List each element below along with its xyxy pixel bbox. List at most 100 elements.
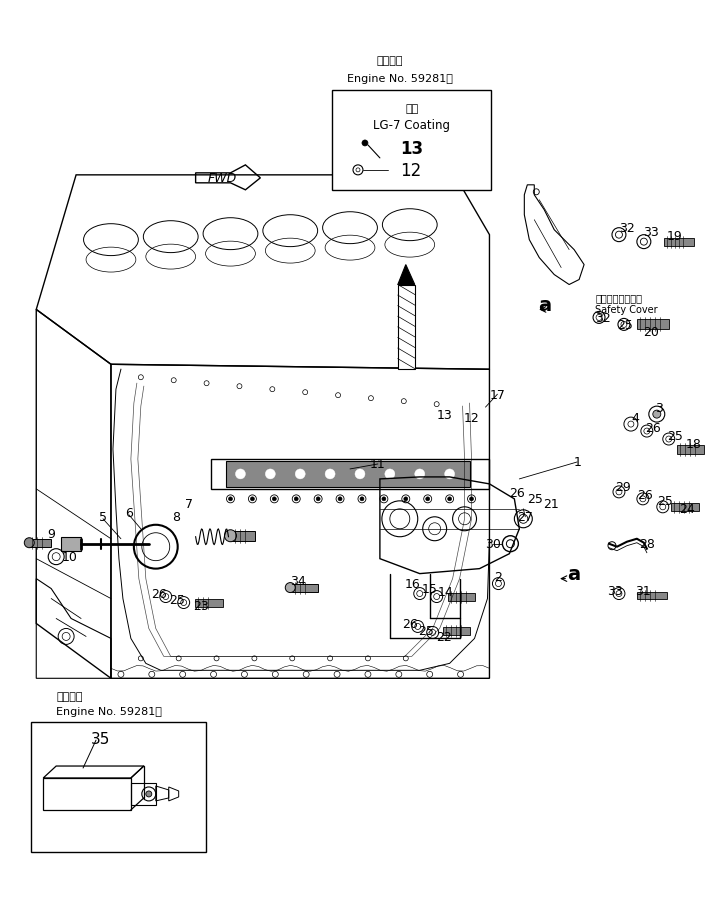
Bar: [31, 723, 206, 851]
Text: 3: 3: [655, 401, 662, 414]
Text: 4: 4: [631, 411, 639, 424]
Circle shape: [325, 469, 335, 479]
Text: 25: 25: [657, 495, 672, 508]
Text: 12: 12: [464, 411, 479, 424]
Polygon shape: [671, 503, 699, 511]
Circle shape: [426, 497, 430, 502]
Text: 25: 25: [169, 594, 185, 606]
Text: Safety Cover: Safety Cover: [595, 305, 658, 315]
Text: 18: 18: [686, 437, 701, 450]
Text: 25: 25: [617, 318, 633, 332]
Text: 26: 26: [151, 587, 167, 601]
Text: 適用号機: 適用号機: [56, 692, 83, 702]
Circle shape: [404, 497, 408, 502]
Circle shape: [285, 583, 296, 593]
Text: 13: 13: [437, 409, 452, 421]
Circle shape: [415, 469, 425, 479]
Text: 35: 35: [91, 731, 111, 746]
Text: 29: 29: [615, 481, 631, 493]
Circle shape: [225, 530, 236, 542]
Circle shape: [228, 497, 233, 502]
Text: 33: 33: [643, 226, 659, 239]
Text: 32: 32: [595, 311, 611, 325]
Text: 22: 22: [436, 630, 452, 643]
Text: 10: 10: [62, 550, 77, 564]
Circle shape: [235, 469, 245, 479]
Text: 32: 32: [619, 222, 635, 235]
Polygon shape: [443, 628, 469, 636]
Text: 19: 19: [667, 230, 682, 243]
Polygon shape: [448, 593, 474, 601]
Text: 21: 21: [544, 498, 559, 511]
Text: FWD: FWD: [208, 172, 237, 185]
Polygon shape: [61, 537, 81, 551]
Text: 20: 20: [643, 326, 659, 338]
Text: 26: 26: [402, 617, 418, 630]
Polygon shape: [194, 599, 223, 607]
Text: 6: 6: [125, 507, 133, 520]
Circle shape: [24, 538, 34, 548]
Circle shape: [316, 497, 320, 502]
Text: 5: 5: [99, 511, 107, 524]
Text: 12: 12: [400, 161, 421, 179]
Circle shape: [360, 497, 364, 502]
Polygon shape: [637, 320, 669, 330]
Text: 9: 9: [47, 528, 55, 540]
Polygon shape: [226, 462, 469, 487]
Polygon shape: [230, 531, 255, 541]
Text: 適用号機: 適用号機: [377, 56, 403, 66]
Text: a: a: [568, 565, 580, 584]
Circle shape: [653, 410, 661, 419]
Circle shape: [385, 469, 395, 479]
Text: 15: 15: [422, 583, 438, 595]
Polygon shape: [398, 285, 415, 370]
Polygon shape: [291, 584, 318, 592]
Circle shape: [448, 497, 452, 502]
Text: Engine No. 59281～: Engine No. 59281～: [56, 706, 162, 716]
Text: 2: 2: [494, 570, 503, 584]
Circle shape: [445, 469, 455, 479]
Text: 7: 7: [185, 498, 192, 511]
Text: 28: 28: [639, 538, 655, 550]
Text: 30: 30: [486, 538, 501, 550]
Text: 33: 33: [607, 584, 623, 597]
Circle shape: [355, 469, 365, 479]
Text: Engine No. 59281～: Engine No. 59281～: [347, 74, 452, 84]
Polygon shape: [398, 265, 415, 285]
Text: 途布: 途布: [405, 104, 419, 114]
Bar: [332, 91, 491, 190]
Text: 17: 17: [489, 388, 506, 401]
Text: 14: 14: [438, 585, 453, 598]
Text: 26: 26: [510, 487, 525, 500]
Text: 31: 31: [635, 584, 650, 597]
Circle shape: [382, 497, 386, 502]
Circle shape: [250, 497, 255, 502]
Text: 11: 11: [370, 458, 386, 471]
Text: 25: 25: [527, 492, 543, 506]
Polygon shape: [677, 446, 703, 455]
Polygon shape: [637, 592, 667, 599]
Text: LG-7 Coating: LG-7 Coating: [373, 118, 450, 132]
Text: 26: 26: [645, 421, 661, 434]
Text: 25: 25: [667, 429, 683, 442]
Text: a: a: [538, 296, 551, 315]
Text: セーフティカバー: セーフティカバー: [595, 293, 642, 303]
Text: 16: 16: [405, 577, 421, 591]
Text: 34: 34: [291, 575, 306, 587]
Circle shape: [296, 469, 305, 479]
Text: 23: 23: [193, 599, 209, 612]
Circle shape: [469, 497, 474, 502]
Circle shape: [272, 497, 276, 502]
Text: 25: 25: [418, 624, 433, 637]
Circle shape: [265, 469, 275, 479]
Circle shape: [362, 141, 368, 147]
Text: 1: 1: [573, 456, 581, 469]
Text: 13: 13: [400, 140, 423, 158]
Circle shape: [338, 497, 342, 502]
Text: 8: 8: [172, 511, 180, 524]
Circle shape: [146, 791, 152, 797]
Polygon shape: [29, 539, 51, 548]
Circle shape: [294, 497, 298, 502]
Text: 26: 26: [637, 489, 653, 502]
Text: 27: 27: [518, 511, 533, 524]
